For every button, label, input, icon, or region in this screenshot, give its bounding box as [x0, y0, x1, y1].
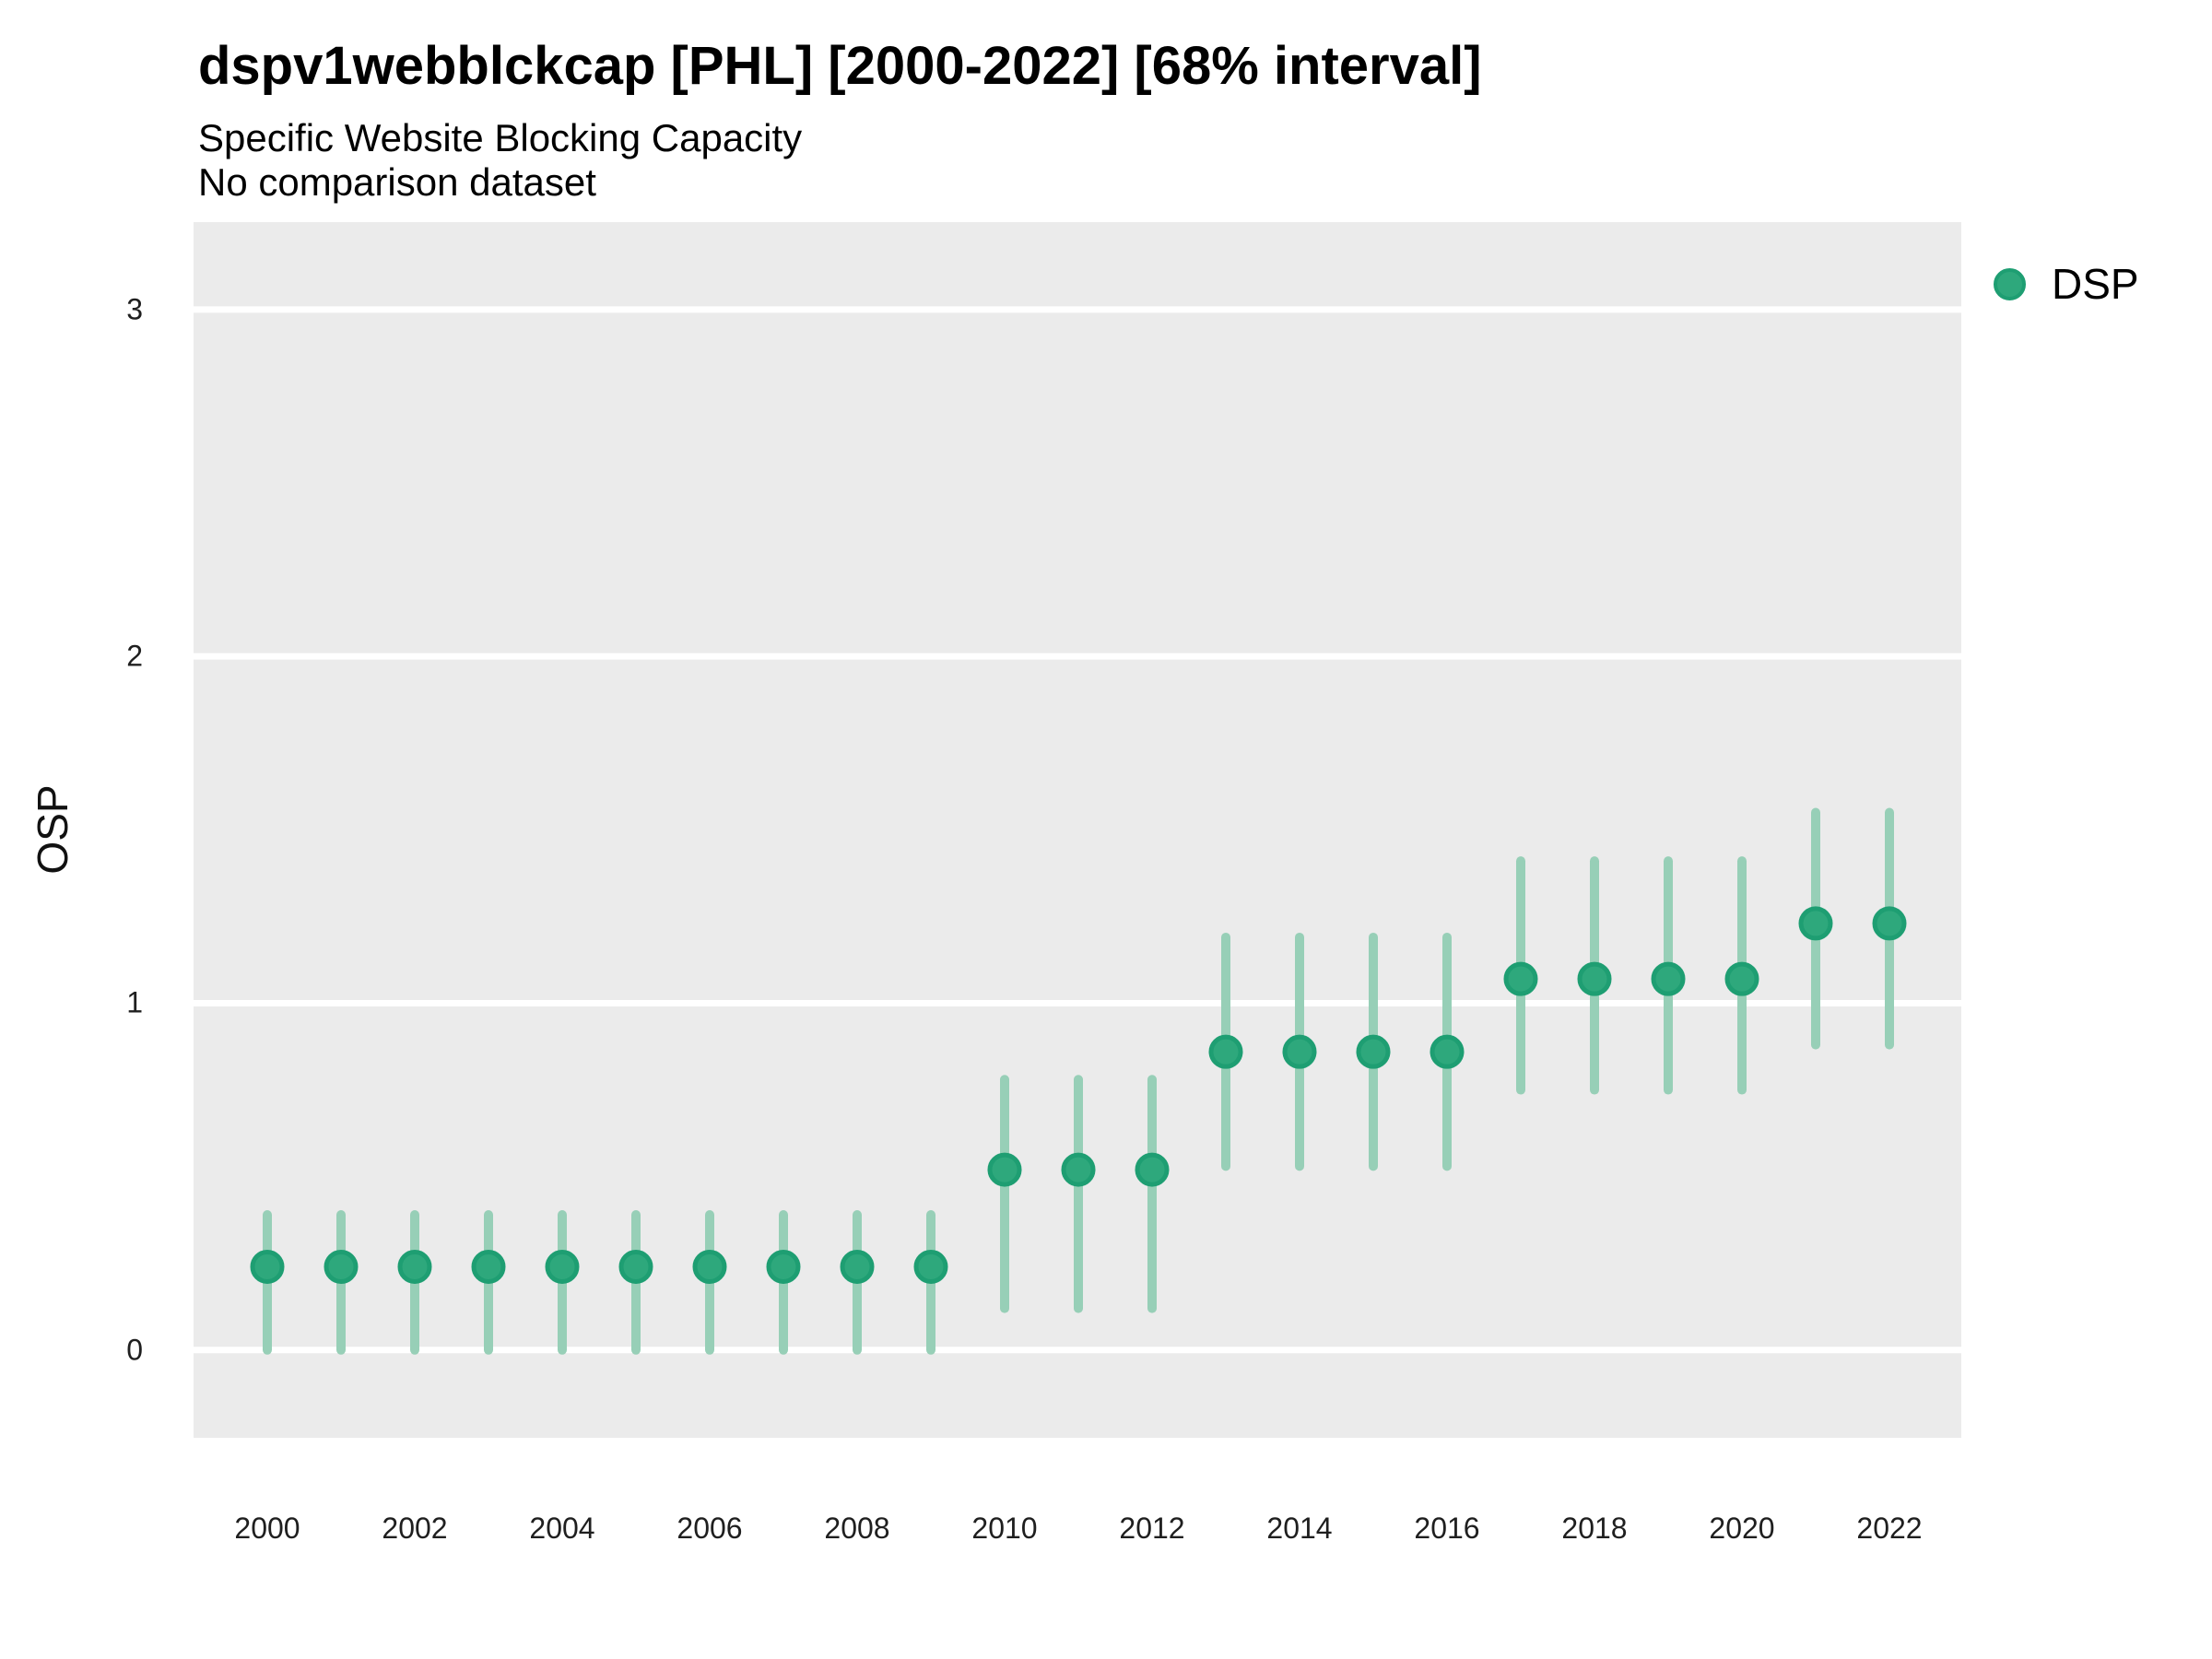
- x-tick-label: 2020: [1709, 1512, 1775, 1545]
- x-tick-label: 2004: [529, 1512, 595, 1545]
- data-point: [987, 1152, 1022, 1187]
- data-point: [471, 1249, 506, 1284]
- x-tick-label: 2000: [234, 1512, 300, 1545]
- chart-title: dspv1webblckcap [PHL] [2000-2022] [68% i…: [198, 36, 1482, 96]
- data-point: [1208, 1034, 1243, 1069]
- data-point: [324, 1249, 359, 1284]
- y-tick-label: 3: [126, 292, 143, 326]
- data-point: [1651, 961, 1686, 996]
- chart-subtitle: Specific Website Blocking Capacity: [198, 116, 803, 159]
- data-point: [1724, 961, 1759, 996]
- data-point: [840, 1249, 875, 1284]
- y-tick-label: 2: [126, 639, 143, 673]
- x-tick-label: 2014: [1266, 1512, 1333, 1545]
- data-point: [1798, 906, 1833, 941]
- data-point: [913, 1249, 948, 1284]
- plot-area: [194, 306, 1961, 1355]
- data-point: [545, 1249, 580, 1284]
- legend: DSP: [1994, 259, 2139, 309]
- legend-label: DSP: [2052, 260, 2139, 308]
- data-point: [397, 1249, 432, 1284]
- data-point: [1577, 961, 1612, 996]
- data-point: [692, 1249, 727, 1284]
- data-point: [766, 1249, 801, 1284]
- legend-dot-icon: [1994, 267, 2026, 300]
- data-point: [1282, 1034, 1317, 1069]
- data-point: [1356, 1034, 1391, 1069]
- x-tick-label: 2010: [971, 1512, 1038, 1545]
- y-axis-title: OSP: [29, 784, 76, 875]
- chart-note: No comparison dataset: [198, 160, 596, 204]
- data-point: [1135, 1152, 1170, 1187]
- data-point: [250, 1249, 285, 1284]
- data-point: [1503, 961, 1538, 996]
- x-tick-label: 2012: [1119, 1512, 1185, 1545]
- x-tick-label: 2016: [1414, 1512, 1480, 1545]
- data-point: [618, 1249, 653, 1284]
- data-point: [1872, 906, 1907, 941]
- y-tick-label: 1: [126, 985, 143, 1019]
- data-point: [1061, 1152, 1096, 1187]
- x-tick-label: 2008: [824, 1512, 890, 1545]
- x-tick-label: 2018: [1561, 1512, 1628, 1545]
- data-point: [1430, 1034, 1465, 1069]
- y-tick-label: 0: [126, 1333, 143, 1367]
- x-tick-label: 2002: [382, 1512, 448, 1545]
- x-tick-label: 2006: [677, 1512, 743, 1545]
- x-tick-label: 2022: [1856, 1512, 1923, 1545]
- plot-panel: [194, 222, 1961, 1438]
